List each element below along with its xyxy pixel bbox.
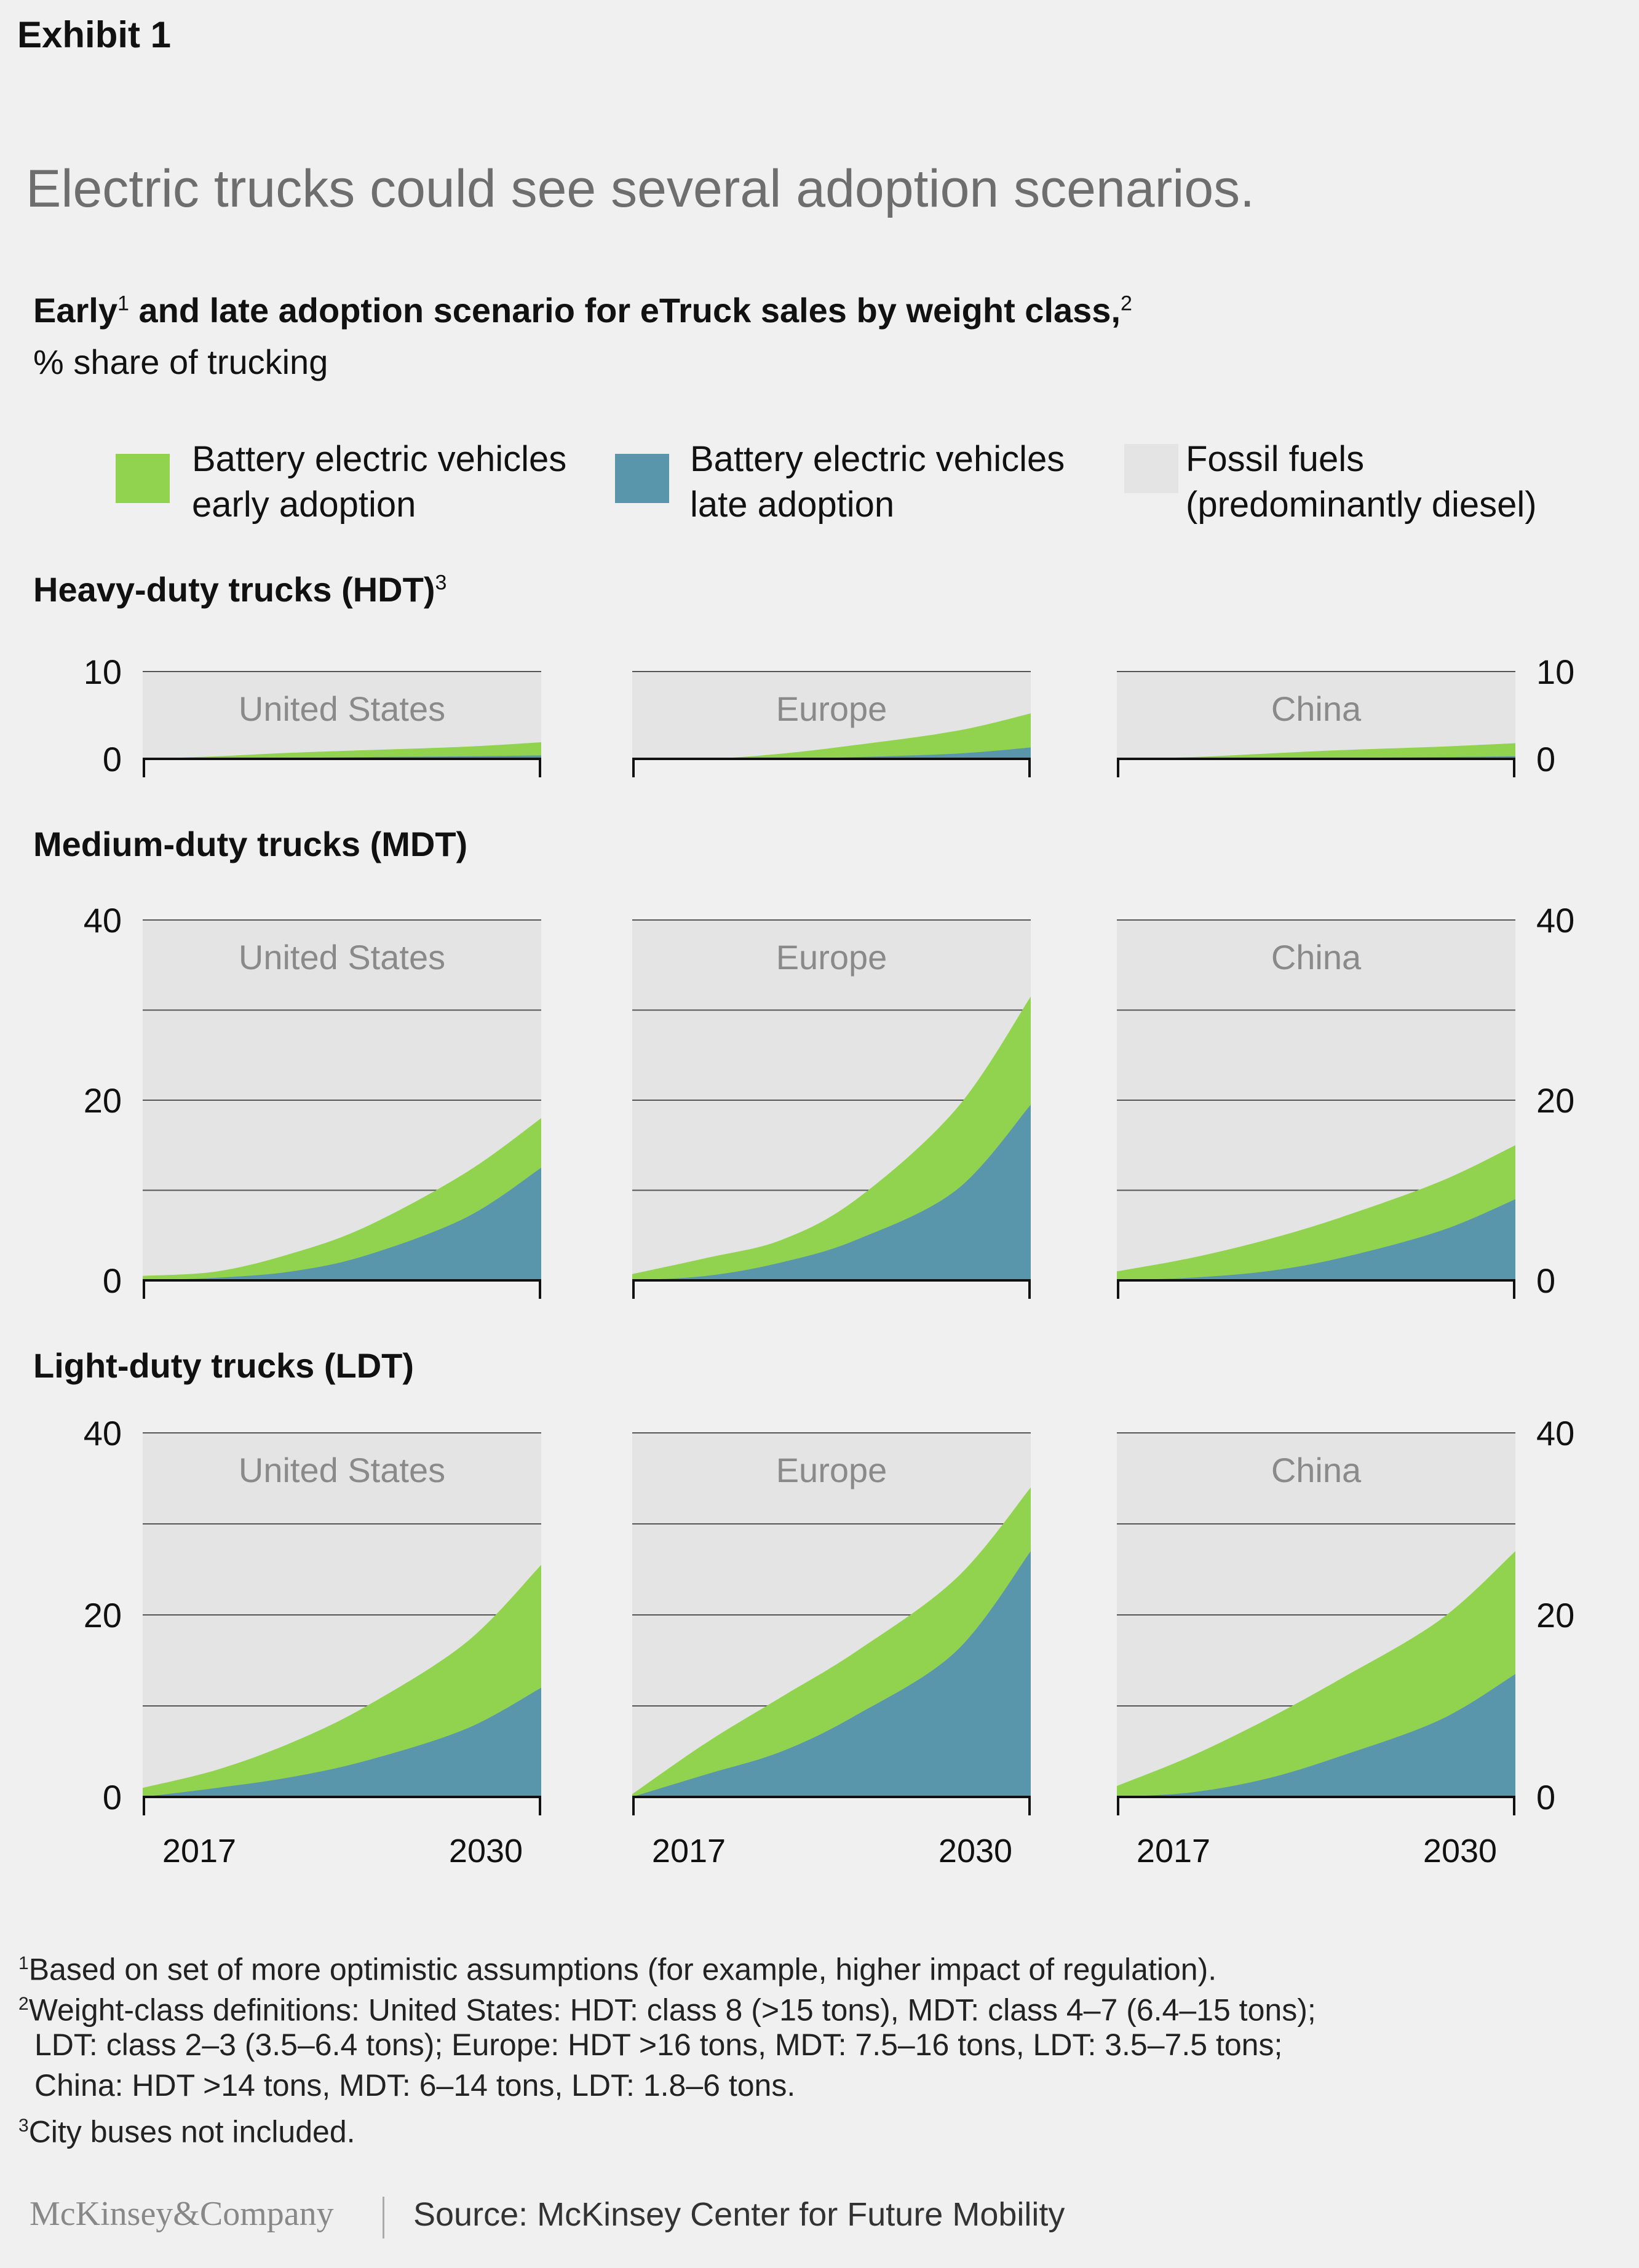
footnote-1: 1Based on set of more optimistic assumpt…	[18, 1943, 1216, 1990]
chart-ldt-europe: Europe 2017 2030	[632, 1432, 1031, 1870]
footnote-2: 2Weight-class definitions: United States…	[18, 1984, 1316, 2031]
exhibit-label: Exhibit 1	[17, 14, 172, 55]
legend-fossil-line2: (predominantly diesel)	[1186, 485, 1537, 525]
early-adoption-area-hdt-europe	[632, 713, 1031, 759]
footnote-1-text: Based on set of more optimistic assumpti…	[28, 1952, 1217, 1987]
y-tick-label-mdt-united-states-40: 40	[84, 901, 122, 940]
fossil-area-hdt-china	[1117, 672, 1515, 759]
legend-label-early: Battery electric vehicles early adoption	[192, 437, 566, 528]
section-label-mdt: Medium-duty trucks (MDT)	[33, 825, 468, 863]
chart-ldt-united-states: United States 2017 2030 0 20 40	[84, 1414, 541, 1870]
section-label-hdt: Heavy-duty trucks (HDT)3	[33, 569, 446, 609]
legend-late-line1: Battery electric vehicles	[690, 439, 1065, 479]
y-tick-label-mdt-united-states-0: 0	[103, 1261, 122, 1300]
legend-swatch-fossil	[1124, 444, 1178, 493]
section-label-ldt: Light-duty trucks (LDT)	[33, 1346, 415, 1385]
chart-ldt-china: China 2017 2030 0 20 40	[1117, 1414, 1574, 1870]
footnote-ref-3: 3	[435, 571, 447, 595]
y-tick-label-ldt-united-states-40: 40	[84, 1414, 122, 1453]
y-tick-label-hdt-united-states-10: 10	[84, 652, 122, 691]
y-tick-label-hdt-china-0: 0	[1536, 740, 1555, 779]
x-tick-label-ldt-china-start: 2017	[1137, 1833, 1210, 1870]
y-tick-label-ldt-china-40: 40	[1536, 1414, 1574, 1453]
late-adoption-area-ldt-united-states	[143, 1687, 541, 1797]
region-label-mdt-united-states: United States	[239, 938, 445, 977]
late-adoption-area-ldt-china	[1117, 1674, 1515, 1797]
footer-divider	[383, 2197, 384, 2238]
footnote-ref-2: 2	[1121, 291, 1132, 315]
early-adoption-area-hdt-china	[1117, 743, 1515, 759]
legend-swatch-late	[615, 454, 669, 503]
region-label-hdt-united-states: United States	[239, 689, 445, 728]
y-tick-label-mdt-china-0: 0	[1536, 1261, 1555, 1300]
chart-hdt-europe: Europe	[632, 671, 1031, 777]
chart-mdt-europe: Europe	[632, 919, 1031, 1299]
y-tick-label-ldt-china-20: 20	[1536, 1596, 1574, 1635]
y-tick-label-hdt-china-10: 10	[1536, 652, 1574, 691]
y-tick-label-mdt-united-states-20: 20	[84, 1081, 122, 1120]
legend-label-fossil: Fossil fuels (predominantly diesel)	[1186, 437, 1537, 528]
y-tick-label-mdt-china-20: 20	[1536, 1081, 1574, 1120]
brand-logo: McKinsey&Company	[30, 2195, 334, 2233]
x-tick-label-ldt-europe-end: 2030	[939, 1833, 1012, 1870]
region-label-ldt-europe: Europe	[776, 1451, 887, 1489]
subtitle-part-a: Early	[33, 291, 117, 330]
footnote-3-marker: 3	[18, 2115, 29, 2136]
x-tick-label-ldt-europe-start: 2017	[652, 1833, 726, 1870]
hdt-label: Heavy-duty trucks (HDT)	[33, 570, 435, 609]
legend-early-line2: early adoption	[192, 485, 416, 525]
y-tick-label-mdt-china-40: 40	[1536, 901, 1574, 940]
legend-label-late: Battery electric vehicles late adoption	[690, 437, 1065, 528]
source-note: Source: McKinsey Center for Future Mobil…	[413, 2196, 1065, 2233]
late-adoption-area-mdt-united-states	[143, 1167, 541, 1280]
early-adoption-area-hdt-united-states	[143, 742, 541, 759]
chart-hdt-united-states: United States 0 10	[84, 652, 541, 779]
y-tick-label-hdt-united-states-0: 0	[103, 740, 122, 779]
region-label-ldt-united-states: United States	[239, 1451, 445, 1489]
region-label-hdt-europe: Europe	[776, 689, 887, 728]
x-tick-label-ldt-united-states-start: 2017	[162, 1833, 236, 1870]
footnote-1-marker: 1	[18, 1953, 29, 1973]
y-tick-label-ldt-china-0: 0	[1536, 1778, 1555, 1817]
footnote-3: 3City buses not included.	[18, 2106, 355, 2152]
chart-mdt-china: China 0 20 40	[1117, 901, 1574, 1300]
footnote-3-text: City buses not included.	[28, 2114, 355, 2149]
late-adoption-area-hdt-europe	[632, 747, 1031, 759]
region-label-hdt-china: China	[1271, 689, 1362, 728]
x-tick-label-ldt-china-end: 2030	[1423, 1833, 1497, 1870]
y-tick-label-ldt-united-states-20: 20	[84, 1596, 122, 1635]
footnote-2-line1: Weight-class definitions: United States:…	[28, 1992, 1316, 2028]
fossil-area-hdt-united-states	[143, 672, 541, 759]
region-label-mdt-china: China	[1271, 938, 1362, 977]
footnote-2-cont-a: LDT: class 2–3 (3.5–6.4 tons); Europe: H…	[34, 2028, 1283, 2062]
region-label-mdt-europe: Europe	[776, 938, 887, 977]
late-adoption-area-mdt-europe	[632, 1104, 1031, 1280]
legend-swatch-early	[116, 454, 170, 503]
legend-late-line2: late adoption	[690, 485, 895, 525]
footnote-2-marker: 2	[18, 1994, 29, 2014]
footnote-2-cont-b: China: HDT >14 tons, MDT: 6–14 tons, LDT…	[34, 2068, 796, 2103]
chart-hdt-china: China 0 10	[1117, 652, 1574, 779]
unit-label: % share of trucking	[33, 343, 328, 381]
late-adoption-area-ldt-europe	[632, 1551, 1031, 1797]
chart-mdt-united-states: United States 0 20 40	[84, 901, 541, 1300]
x-tick-label-ldt-united-states-end: 2030	[449, 1833, 523, 1870]
page-title: Electric trucks could see several adopti…	[26, 159, 1255, 218]
legend-early-line1: Battery electric vehicles	[192, 439, 567, 479]
footnote-ref-1: 1	[117, 291, 129, 315]
region-label-ldt-china: China	[1271, 1451, 1362, 1489]
subtitle-part-b: and late adoption scenario for eTruck sa…	[129, 291, 1121, 330]
legend-fossil-line1: Fossil fuels	[1186, 439, 1365, 479]
chart-subtitle: Early1 and late adoption scenario for eT…	[33, 290, 1132, 330]
y-tick-label-ldt-united-states-0: 0	[103, 1778, 122, 1817]
late-adoption-area-mdt-china	[1117, 1199, 1515, 1280]
